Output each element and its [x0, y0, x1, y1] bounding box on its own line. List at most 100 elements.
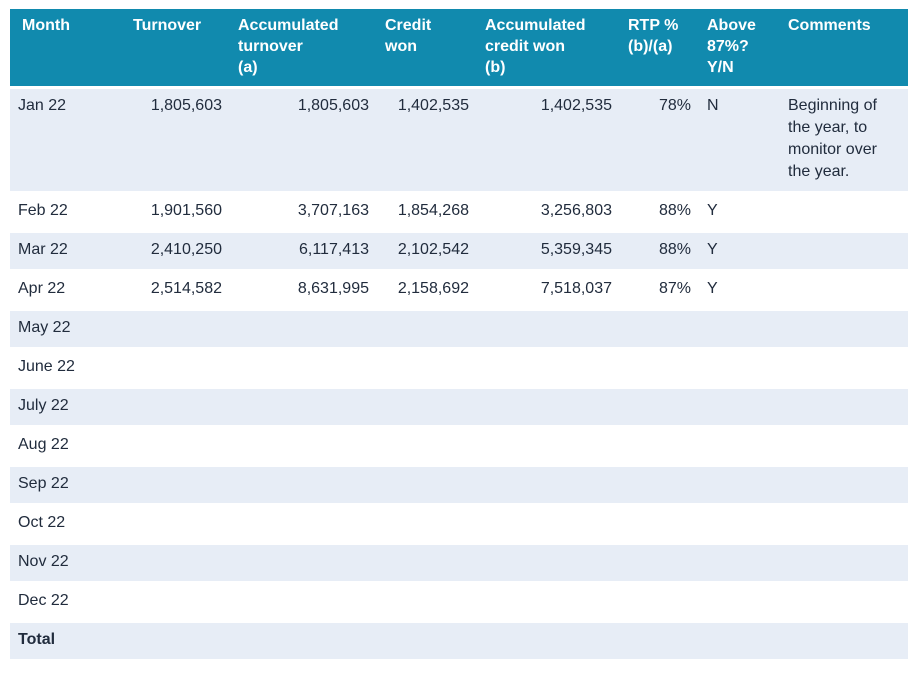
- cell-rtp-percent: [620, 427, 699, 466]
- cell-turnover: [125, 466, 230, 505]
- cell-month: Feb 22: [10, 193, 125, 232]
- cell-above-87: [699, 622, 780, 660]
- cell-credit-won: [377, 388, 477, 427]
- cell-accumulated-credit-won: [477, 388, 620, 427]
- cell-accumulated-turnover: [230, 427, 377, 466]
- cell-accumulated-turnover: [230, 505, 377, 544]
- cell-rtp-percent: 88%: [620, 232, 699, 271]
- cell-turnover: 1,901,560: [125, 193, 230, 232]
- cell-month: Mar 22: [10, 232, 125, 271]
- cell-turnover: [125, 622, 230, 660]
- cell-turnover: 1,805,603: [125, 88, 230, 193]
- col-header-rtp-percent: RTP % (b)/(a): [620, 9, 699, 88]
- cell-month: Aug 22: [10, 427, 125, 466]
- cell-accumulated-credit-won: 1,402,535: [477, 88, 620, 193]
- col-header-label-line: (a): [238, 57, 371, 78]
- cell-turnover: [125, 583, 230, 622]
- cell-comment: [780, 466, 908, 505]
- cell-accumulated-turnover: 8,631,995: [230, 271, 377, 310]
- cell-accumulated-turnover: [230, 310, 377, 349]
- cell-month: Dec 22: [10, 583, 125, 622]
- table-row-oct: Oct 22: [10, 505, 908, 544]
- cell-turnover: [125, 388, 230, 427]
- cell-credit-won: [377, 310, 477, 349]
- cell-credit-won: [377, 544, 477, 583]
- cell-accumulated-credit-won: [477, 505, 620, 544]
- cell-credit-won: 2,158,692: [377, 271, 477, 310]
- col-header-label-line: credit won: [485, 36, 614, 57]
- cell-accumulated-credit-won: [477, 427, 620, 466]
- table-row-jan: Jan 22 1,805,603 1,805,603 1,402,535 1,4…: [10, 88, 908, 193]
- cell-month: May 22: [10, 310, 125, 349]
- cell-accumulated-credit-won: [477, 310, 620, 349]
- col-header-turnover: Turnover: [125, 9, 230, 88]
- cell-above-87: Y: [699, 232, 780, 271]
- cell-accumulated-credit-won: 7,518,037: [477, 271, 620, 310]
- col-header-label: Turnover: [133, 15, 224, 36]
- cell-accumulated-credit-won: [477, 583, 620, 622]
- cell-rtp-percent: [620, 505, 699, 544]
- cell-above-87: [699, 310, 780, 349]
- cell-comment: [780, 349, 908, 388]
- cell-credit-won: [377, 427, 477, 466]
- col-header-accumulated-turnover: Accumulated turnover (a): [230, 9, 377, 88]
- table-row-june: June 22: [10, 349, 908, 388]
- cell-comment: [780, 583, 908, 622]
- cell-credit-won: 2,102,542: [377, 232, 477, 271]
- table-row-dec: Dec 22: [10, 583, 908, 622]
- col-header-label-line: turnover: [238, 36, 371, 57]
- table-row-may: May 22: [10, 310, 908, 349]
- cell-rtp-percent: 88%: [620, 193, 699, 232]
- cell-turnover: [125, 505, 230, 544]
- col-header-accumulated-credit-won: Accumulated credit won (b): [477, 9, 620, 88]
- table-header: Month Turnover Accumulated turnover (a) …: [10, 9, 908, 88]
- cell-accumulated-turnover: [230, 622, 377, 660]
- col-header-label-line: Accumulated: [485, 15, 614, 36]
- cell-above-87: [699, 466, 780, 505]
- cell-credit-won: [377, 622, 477, 660]
- col-header-label-line: Accumulated: [238, 15, 371, 36]
- table-row-sep: Sep 22: [10, 466, 908, 505]
- cell-comment: [780, 544, 908, 583]
- table-row-nov: Nov 22: [10, 544, 908, 583]
- cell-comment: [780, 622, 908, 660]
- cell-above-87: [699, 544, 780, 583]
- col-header-label-line: Credit: [385, 15, 471, 36]
- cell-accumulated-turnover: 3,707,163: [230, 193, 377, 232]
- cell-comment: [780, 310, 908, 349]
- cell-above-87: Y: [699, 193, 780, 232]
- cell-accumulated-turnover: 6,117,413: [230, 232, 377, 271]
- cell-accumulated-credit-won: [477, 622, 620, 660]
- cell-comment: [780, 388, 908, 427]
- cell-above-87: Y: [699, 271, 780, 310]
- cell-credit-won: 1,402,535: [377, 88, 477, 193]
- col-header-label-line: (b)/(a): [628, 36, 693, 57]
- cell-month: Jan 22: [10, 88, 125, 193]
- cell-accumulated-turnover: [230, 466, 377, 505]
- document-page: Month Turnover Accumulated turnover (a) …: [0, 0, 918, 680]
- cell-rtp-percent: [620, 349, 699, 388]
- cell-rtp-percent: 78%: [620, 88, 699, 193]
- cell-above-87: [699, 583, 780, 622]
- table-body: Jan 22 1,805,603 1,805,603 1,402,535 1,4…: [10, 88, 908, 660]
- header-row: Month Turnover Accumulated turnover (a) …: [10, 9, 908, 88]
- cell-accumulated-credit-won: [477, 466, 620, 505]
- col-header-credit-won: Credit won: [377, 9, 477, 88]
- rtp-monitoring-table: Month Turnover Accumulated turnover (a) …: [10, 9, 908, 659]
- cell-credit-won: 1,854,268: [377, 193, 477, 232]
- cell-rtp-percent: [620, 466, 699, 505]
- cell-month: Nov 22: [10, 544, 125, 583]
- cell-accumulated-turnover: [230, 349, 377, 388]
- table-row-aug: Aug 22: [10, 427, 908, 466]
- cell-comment: [780, 271, 908, 310]
- cell-above-87: [699, 349, 780, 388]
- cell-accumulated-credit-won: [477, 349, 620, 388]
- cell-month-total: Total: [10, 622, 125, 660]
- cell-month: Apr 22: [10, 271, 125, 310]
- cell-accumulated-turnover: [230, 583, 377, 622]
- cell-above-87: N: [699, 88, 780, 193]
- cell-comment: [780, 193, 908, 232]
- cell-rtp-percent: [620, 622, 699, 660]
- cell-month: Sep 22: [10, 466, 125, 505]
- cell-accumulated-turnover: 1,805,603: [230, 88, 377, 193]
